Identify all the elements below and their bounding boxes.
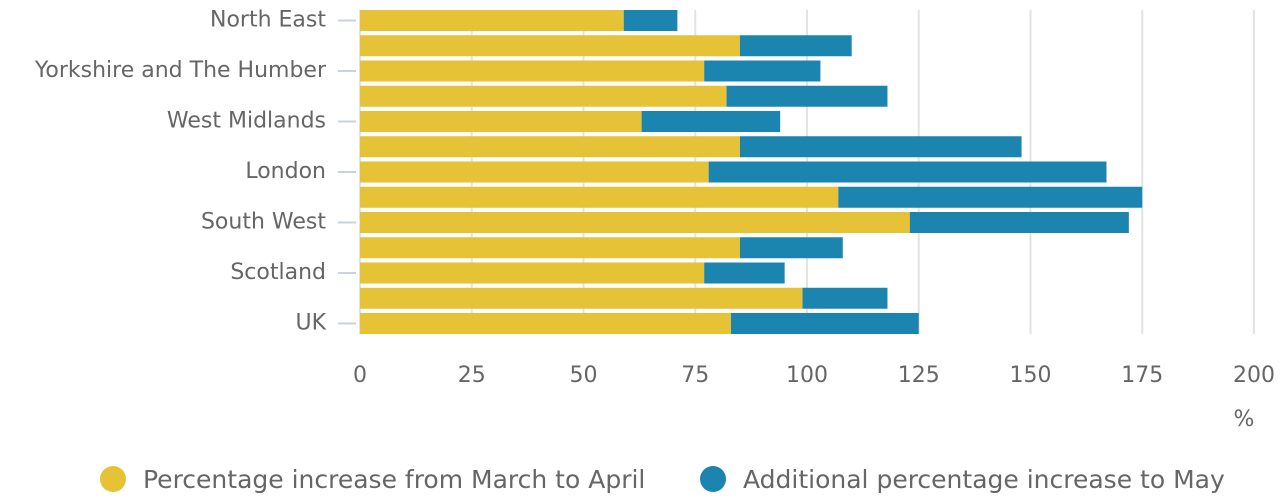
bar-segment xyxy=(739,237,843,259)
bar-segment xyxy=(731,313,919,334)
bar-segment xyxy=(739,136,1022,158)
x-tick-label: 100 xyxy=(786,363,828,388)
bar-segment xyxy=(360,136,740,158)
y-tick-label: Yorkshire and The Humber xyxy=(34,58,327,83)
labels: 0 25 50 75 100 125 150 175 200 North East Yorkshir… xyxy=(34,8,1275,389)
bars xyxy=(360,10,1143,334)
bar-segment xyxy=(838,186,1143,208)
bar-segment xyxy=(360,212,910,233)
y-tick-label: UK xyxy=(295,311,326,336)
y-tick-label: West Midlands xyxy=(167,109,326,134)
bar-segment xyxy=(360,111,642,132)
bar-segment xyxy=(909,212,1129,233)
bar-segment xyxy=(623,10,678,31)
bar-segment xyxy=(641,111,781,132)
bar-segment xyxy=(360,313,732,334)
bar-segment xyxy=(708,161,1107,183)
bar-segment xyxy=(802,287,888,309)
x-tick-label: 125 xyxy=(898,363,940,388)
bar-segment xyxy=(726,85,888,107)
y-tick-label: South West xyxy=(201,210,326,235)
bar-segment xyxy=(360,85,727,107)
legend-label: Additional percentage increase to May xyxy=(743,465,1225,494)
x-tick-label: 200 xyxy=(1233,363,1275,388)
x-tick-label: 25 xyxy=(458,363,486,388)
bar-segment xyxy=(360,186,839,208)
y-tick-label: North East xyxy=(210,8,326,33)
bar-segment xyxy=(360,60,705,82)
legend-marker xyxy=(700,466,726,492)
bar-segment xyxy=(704,60,821,82)
bar-segment xyxy=(360,262,705,284)
x-axis-label: % xyxy=(1234,407,1255,432)
bar-segment xyxy=(704,262,785,284)
legend-marker xyxy=(100,466,126,492)
bar-segment xyxy=(360,10,624,31)
x-tick-label: 50 xyxy=(570,363,598,388)
bar-segment xyxy=(739,35,852,57)
bar-segment xyxy=(360,35,740,57)
legend-label: Percentage increase from March to April xyxy=(143,465,645,494)
x-tick-label: 0 xyxy=(353,363,367,388)
x-tick-label: 175 xyxy=(1121,363,1163,388)
bar-segment xyxy=(360,287,803,309)
x-tick-label: 150 xyxy=(1010,363,1052,388)
y-tick-label: Scotland xyxy=(230,260,326,285)
bar-segment xyxy=(360,161,709,183)
y-tick-label: London xyxy=(245,159,326,184)
bar-segment xyxy=(360,237,740,259)
x-tick-label: 75 xyxy=(681,363,709,388)
legend: Percentage increase from March to April A… xyxy=(100,465,1225,494)
